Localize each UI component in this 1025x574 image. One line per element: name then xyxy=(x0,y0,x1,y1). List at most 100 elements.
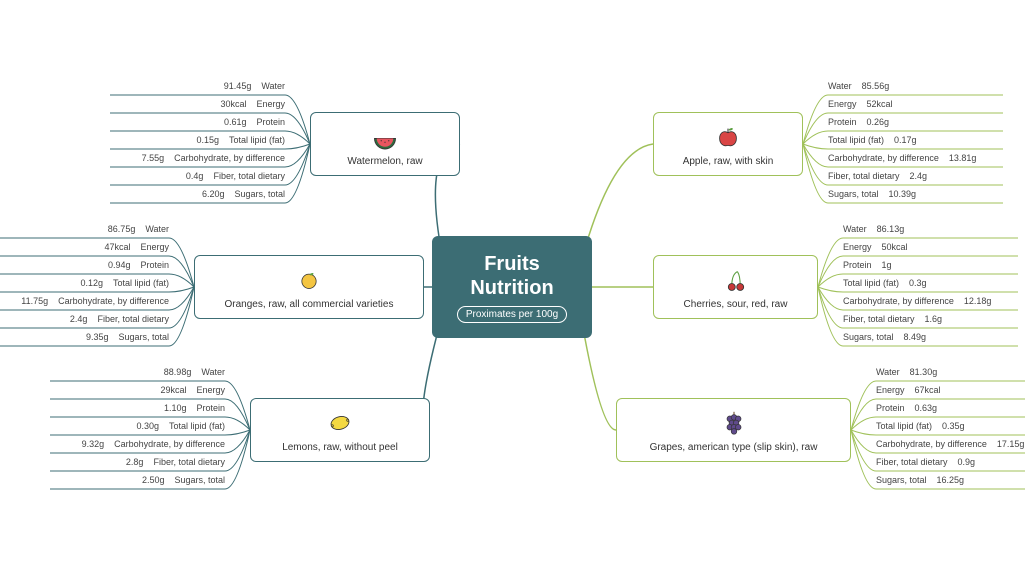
lemon-icon xyxy=(325,408,355,438)
nutrient-row: 0.30gTotal lipid (fat) xyxy=(55,421,225,439)
nutrient-value: 2.4g xyxy=(910,171,928,181)
nutrient-label: Total lipid (fat) xyxy=(113,278,169,288)
nutrient-row: 30kcal Energy xyxy=(115,99,285,117)
nutrient-value: 0.63g xyxy=(915,403,938,413)
nutrient-label: Water xyxy=(201,367,225,377)
fruit-label: Watermelon, raw xyxy=(347,156,422,167)
nutrient-label: Protein xyxy=(843,260,872,270)
nutrient-row: Protein0.26g xyxy=(828,117,998,135)
nutrient-label: Protein xyxy=(876,403,905,413)
fruit-label: Lemons, raw, without peel xyxy=(282,442,398,453)
nutrient-list-apple: Water 85.56g Energy52kcalProtein0.26gTotal… xyxy=(828,81,998,207)
nutrient-label: Water xyxy=(843,224,867,234)
nutrient-row: Fiber, total dietary0.9g xyxy=(876,457,1025,475)
nutrient-label: Carbohydrate, by difference xyxy=(876,439,987,449)
nutrient-value: 0.3g xyxy=(909,278,927,288)
nutrient-value: 10.39g xyxy=(889,189,917,199)
nutrient-row: 9.32gCarbohydrate, by difference xyxy=(55,439,225,457)
fruit-node-cherries: Cherries, sour, red, raw xyxy=(653,255,818,319)
nutrient-value: 0.26g xyxy=(867,117,890,127)
nutrient-row: Water 86.13g xyxy=(843,224,1013,242)
nutrient-value: 86.75g xyxy=(108,224,136,234)
nutrient-list-lemons: 88.98gWater29kcalEnergy1.10gProtein0.30g… xyxy=(55,367,225,493)
nutrient-label: Water xyxy=(828,81,852,91)
nutrient-list-cherries: Water 86.13g Energy 50kcal Protein 1g Total li… xyxy=(843,224,1013,350)
nutrient-label: Fiber, total dietary xyxy=(828,171,900,181)
center-subtitle: Proximates per 100g xyxy=(457,306,567,323)
nutrient-label: Fiber, total dietary xyxy=(843,314,915,324)
nutrient-row: 9.35gSugars, total xyxy=(0,332,169,350)
nutrient-row: Total lipid (fat)0.17g xyxy=(828,135,998,153)
nutrient-label: Sugars, total xyxy=(828,189,879,199)
nutrient-label: Sugars, total xyxy=(174,475,225,485)
nutrient-label: Water xyxy=(261,81,285,91)
nutrient-value: 81.30g xyxy=(910,367,938,377)
cherry-icon xyxy=(721,265,751,295)
nutrient-row: 0.61gProtein xyxy=(115,117,285,135)
nutrient-value: 52kcal xyxy=(867,99,893,109)
nutrient-label: Total lipid (fat) xyxy=(876,421,932,431)
nutrient-label: Energy xyxy=(256,99,285,109)
nutrient-label: Sugars, total xyxy=(843,332,894,342)
nutrient-value: 85.56g xyxy=(862,81,890,91)
nutrient-label: Protein xyxy=(256,117,285,127)
nutrient-list-grapes: Water 81.30g Energy67kcalProtein 0.63g Total… xyxy=(876,367,1025,493)
nutrient-value: 47kcal xyxy=(104,242,130,252)
nutrient-row: 2.4gFiber, total dietary xyxy=(0,314,169,332)
nutrient-value: 86.13g xyxy=(877,224,905,234)
nutrient-row: Total lipid (fat) 0.3g xyxy=(843,278,1013,296)
nutrient-value: 16.25g xyxy=(937,475,965,485)
grape-icon xyxy=(719,408,749,438)
nutrient-label: Energy xyxy=(843,242,872,252)
nutrient-value: 2.50g xyxy=(142,475,165,485)
fruit-node-watermelon: Watermelon, raw xyxy=(310,112,460,176)
nutrient-value: 0.4g xyxy=(186,171,204,181)
nutrient-row: Energy52kcal xyxy=(828,99,998,117)
nutrient-label: Fiber, total dietary xyxy=(97,314,169,324)
nutrient-row: 11.75gCarbohydrate, by difference xyxy=(0,296,169,314)
nutrient-row: 1.10gProtein xyxy=(55,403,225,421)
nutrient-row: 0.15gTotal lipid (fat) xyxy=(115,135,285,153)
nutrient-label: Energy xyxy=(140,242,169,252)
nutrient-label: Total lipid (fat) xyxy=(843,278,899,288)
nutrient-row: 86.75gWater xyxy=(0,224,169,242)
nutrient-value: 29kcal xyxy=(160,385,186,395)
nutrient-row: 7.55gCarbohydrate, by difference xyxy=(115,153,285,171)
nutrient-value: 9.35g xyxy=(86,332,109,342)
nutrient-value: 30kcal xyxy=(220,99,246,109)
nutrient-value: 0.12g xyxy=(80,278,103,288)
nutrient-value: 50kcal xyxy=(882,242,908,252)
nutrient-row: Energy67kcal xyxy=(876,385,1025,403)
nutrient-value: 9.32g xyxy=(82,439,105,449)
center-title: FruitsNutrition xyxy=(470,252,553,300)
nutrient-list-oranges: 86.75gWater47kcalEnergy0.94gProtein0.12g… xyxy=(0,224,169,350)
nutrient-row: Water 81.30g xyxy=(876,367,1025,385)
nutrient-row: 6.20gSugars, total xyxy=(115,189,285,207)
nutrient-label: Carbohydrate, by difference xyxy=(828,153,939,163)
nutrient-value: 67kcal xyxy=(915,385,941,395)
orange-icon xyxy=(294,265,324,295)
fruit-label: Grapes, american type (slip skin), raw xyxy=(650,442,818,453)
nutrient-label: Protein xyxy=(196,403,225,413)
nutrient-value: 0.17g xyxy=(894,135,917,145)
nutrient-label: Carbohydrate, by difference xyxy=(843,296,954,306)
nutrient-row: Sugars, total8.49g xyxy=(843,332,1013,350)
fruit-node-lemons: Lemons, raw, without peel xyxy=(250,398,430,462)
fruit-node-apple: Apple, raw, with skin xyxy=(653,112,803,176)
nutrient-row: Protein 0.63g xyxy=(876,403,1025,421)
nutrient-row: Sugars, total16.25g xyxy=(876,475,1025,493)
nutrient-value: 2.8g xyxy=(126,457,144,467)
nutrient-row: Energy 50kcal xyxy=(843,242,1013,260)
nutrient-value: 13.81g xyxy=(949,153,977,163)
nutrient-row: Carbohydrate, by difference17.15g xyxy=(876,439,1025,457)
nutrient-label: Carbohydrate, by difference xyxy=(174,153,285,163)
nutrient-value: 0.35g xyxy=(942,421,965,431)
nutrient-label: Water xyxy=(876,367,900,377)
nutrient-row: 0.4gFiber, total dietary xyxy=(115,171,285,189)
apple-icon xyxy=(713,122,743,152)
nutrient-label: Total lipid (fat) xyxy=(229,135,285,145)
fruit-label: Apple, raw, with skin xyxy=(683,156,774,167)
nutrient-list-watermelon: 91.45gWater30kcalEnergy0.61gProtein0.15g… xyxy=(115,81,285,207)
nutrient-value: 1g xyxy=(882,260,892,270)
nutrient-label: Energy xyxy=(196,385,225,395)
